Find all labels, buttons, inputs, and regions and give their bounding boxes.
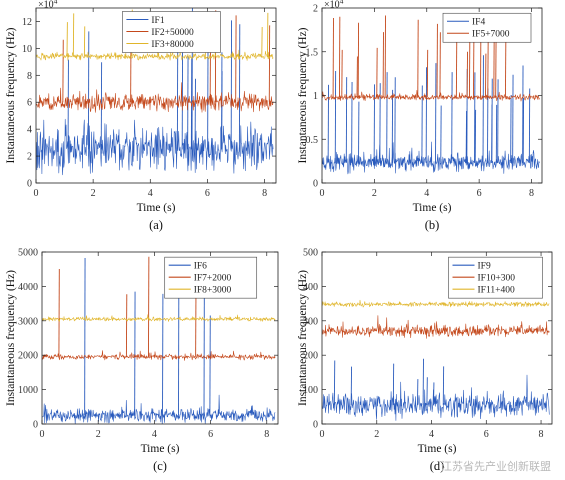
x-tick-label: 2 [374, 429, 379, 440]
y-tick-label: 5000 [18, 248, 38, 259]
y-tick-label: 4000 [18, 282, 38, 293]
x-tick-label: 0 [320, 188, 325, 199]
legend-entry: IF3+80000 [151, 40, 194, 50]
y-multiplier-exp: 4 [54, 0, 58, 6]
x-tick-label: 4 [429, 429, 434, 440]
x-axis-label: Time (s) [418, 443, 457, 455]
panel-label: (d) [430, 459, 445, 473]
panel-label: (a) [149, 218, 163, 232]
legend-entry: IF4 [472, 18, 485, 28]
plot-area [322, 15, 540, 175]
series-line-2 [322, 315, 550, 339]
panel-label: (c) [153, 459, 167, 473]
y-axis-label: Instantaneous frequency (Hz) [5, 27, 17, 163]
panel-d: 0 2 4 6 8 0 100 200 300 400 500 Time (s) Instantaneo… [297, 248, 553, 473]
y-tick-label: 0 [313, 179, 318, 190]
y-tick-label: 0 [313, 420, 318, 431]
x-axis-label: Time (s) [413, 202, 452, 214]
axes-frame [41, 251, 279, 425]
series-line-1 [322, 141, 540, 175]
y-tick-label: 10 [22, 44, 32, 55]
x-tick-label: 8 [264, 429, 269, 440]
x-tick-label: 2 [96, 429, 101, 440]
y-tick-label: 1000 [18, 385, 38, 396]
legend: IF6 IF7+2000 IF8+3000 [164, 256, 258, 299]
legend-entry: IF2+50000 [151, 28, 194, 38]
x-tick-label: 4 [424, 188, 429, 199]
x-tick-label: 0 [40, 429, 45, 440]
y-tick-label: 2 [27, 152, 32, 163]
y-tick-label: 0 [33, 420, 38, 431]
x-tick-label: 0 [320, 429, 325, 440]
legend-entry: IF7+2000 [194, 273, 232, 283]
y-tick-label: 2000 [18, 351, 38, 362]
series-line-1 [36, 118, 274, 176]
y-tick-label: 1.5 [306, 47, 319, 58]
legend-entry: IF1 [151, 16, 164, 26]
x-tick-label: 8 [539, 429, 544, 440]
series-line-2 [36, 82, 274, 113]
y-tick-label: 8 [27, 71, 32, 82]
x-tick-label: 4 [152, 429, 157, 440]
y-tick-label: 2 [313, 4, 318, 15]
watermark-text: 江苏省先产业创新联盟 [441, 460, 551, 473]
y-tick-label: 0 [27, 179, 32, 190]
plot-area [42, 256, 276, 424]
plot-area [322, 299, 550, 421]
panel-b: 0 2 4 6 8 0 0.5 1 1.5 2 ×104 Time (s) Instantaneous … [297, 0, 543, 232]
series-line-3 [36, 49, 274, 61]
legend: IF4 IF5+7000 [442, 12, 532, 43]
legend-entry: IF9 [478, 261, 491, 271]
x-axis-label: Time (s) [137, 202, 176, 214]
x-tick-label: 6 [208, 429, 213, 440]
axes-frame [321, 251, 553, 425]
series-line-2 [42, 350, 276, 361]
y-tick-label: 6 [27, 98, 32, 109]
x-tick-label: 6 [205, 188, 210, 199]
x-tick-label: 2 [372, 188, 377, 199]
y-multiplier: ×104 [324, 0, 344, 11]
legend-entry: IF11+400 [478, 285, 515, 295]
legend-entry: IF10+300 [478, 273, 516, 283]
series-line-3 [322, 299, 550, 308]
legend-entry: IF8+3000 [194, 285, 232, 295]
series-line-3 [42, 314, 276, 322]
y-tick-label: 400 [303, 282, 318, 293]
y-tick-label: 12 [22, 17, 32, 28]
legend-entry: IF6 [194, 261, 207, 271]
y-axis-label: Instantaneous frequency (Hz) [5, 270, 17, 406]
y-tick-label: 0.5 [306, 135, 319, 146]
y-tick-label: 3000 [18, 316, 38, 327]
y-tick-label: 1 [313, 91, 318, 102]
x-axis-label: Time (s) [141, 443, 180, 455]
axes-frame [35, 7, 277, 184]
legend: IF1 IF2+50000 IF3+80000 [122, 11, 221, 53]
y-tick-label: 4 [27, 125, 32, 136]
x-tick-label: 6 [484, 429, 489, 440]
series-line-2 [322, 90, 540, 102]
panel-label: (b) [425, 218, 440, 232]
series-line-1 [322, 374, 550, 421]
panel-c: 0 2 4 6 8 0 1000 2000 3000 4000 5000 Time (s) Instan… [5, 248, 279, 473]
legend: IF9 IF10+300 IF11+400 [448, 256, 543, 299]
panel-a: 0 2 4 6 8 0 2 4 6 8 10 12 ×104 Time (s) Instantaneous … [5, 0, 277, 232]
x-tick-label: 4 [148, 188, 153, 199]
y-axis-label: Instantaneous frequency (Hz) [297, 27, 309, 163]
x-tick-label: 8 [529, 188, 534, 199]
legend-box [442, 12, 532, 43]
y-tick-label: 500 [303, 248, 318, 259]
x-tick-label: 8 [262, 188, 267, 199]
series-line-1 [42, 394, 276, 424]
y-tick-label: 100 [303, 385, 318, 396]
y-tick-label: 200 [303, 351, 318, 362]
y-tick-label: 300 [303, 316, 318, 327]
y-multiplier: ×104 [38, 0, 58, 11]
x-tick-label: 0 [34, 188, 39, 199]
legend-entry: IF5+7000 [472, 30, 510, 40]
y-axis-label: Instantaneous frequency (Hz) [297, 270, 309, 406]
y-multiplier-exp: 4 [340, 0, 344, 6]
x-tick-label: 2 [91, 188, 96, 199]
x-tick-label: 6 [477, 188, 482, 199]
